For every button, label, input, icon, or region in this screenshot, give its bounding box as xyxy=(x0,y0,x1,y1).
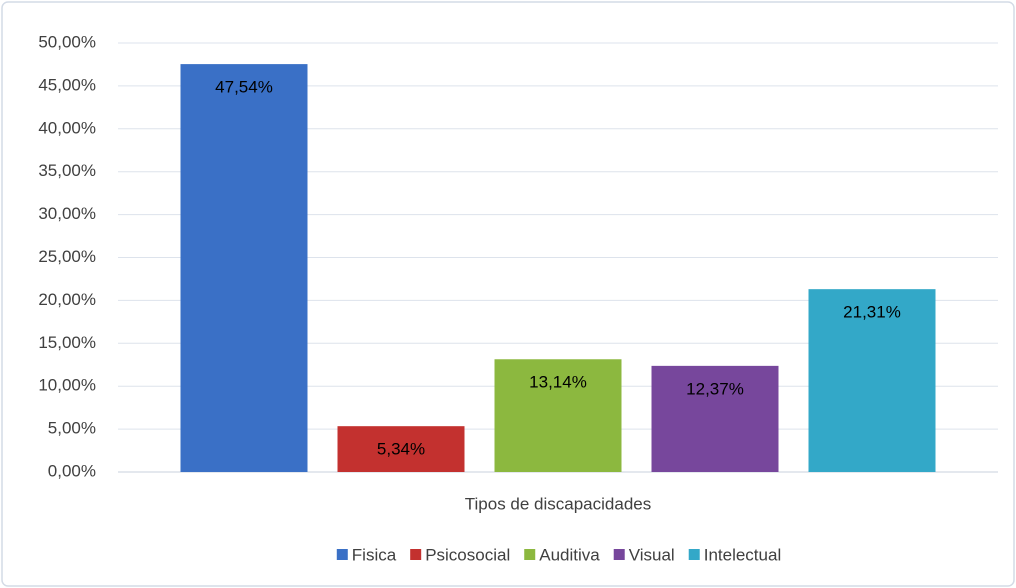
bar xyxy=(180,64,308,472)
y-tick-label: 15,00% xyxy=(38,333,96,352)
bar xyxy=(494,359,622,472)
y-tick-label: 10,00% xyxy=(38,376,96,395)
legend-label: Auditiva xyxy=(539,545,600,564)
legend-label: Psicosocial xyxy=(425,545,510,564)
y-tick-label: 40,00% xyxy=(38,118,96,137)
legend-label: Visual xyxy=(629,545,675,564)
legend-marker xyxy=(613,549,625,560)
y-tick-label: 45,00% xyxy=(38,75,96,94)
y-tick-label: 20,00% xyxy=(38,290,96,309)
y-tick-label: 25,00% xyxy=(38,247,96,266)
data-label: 12,37% xyxy=(686,379,744,398)
data-label: 47,54% xyxy=(215,78,273,97)
data-label: 13,14% xyxy=(529,373,587,392)
data-label: 5,34% xyxy=(377,440,425,459)
legend-marker xyxy=(524,549,536,560)
y-tick-label: 50,00% xyxy=(38,32,96,51)
legend-marker xyxy=(410,549,422,560)
y-tick-label: 0,00% xyxy=(48,461,96,480)
legend-label: Intelectual xyxy=(704,545,782,564)
x-axis-label: Tipos de discapacidades xyxy=(465,494,652,513)
bar xyxy=(337,426,465,472)
y-tick-label: 30,00% xyxy=(38,204,96,223)
legend-label: Fisica xyxy=(352,545,397,564)
data-label: 21,31% xyxy=(843,303,901,322)
bar xyxy=(808,289,936,472)
y-tick-label: 35,00% xyxy=(38,161,96,180)
legend-marker xyxy=(336,549,348,560)
legend-marker xyxy=(688,549,700,560)
y-tick-label: 5,00% xyxy=(48,419,96,438)
bar xyxy=(651,365,779,472)
